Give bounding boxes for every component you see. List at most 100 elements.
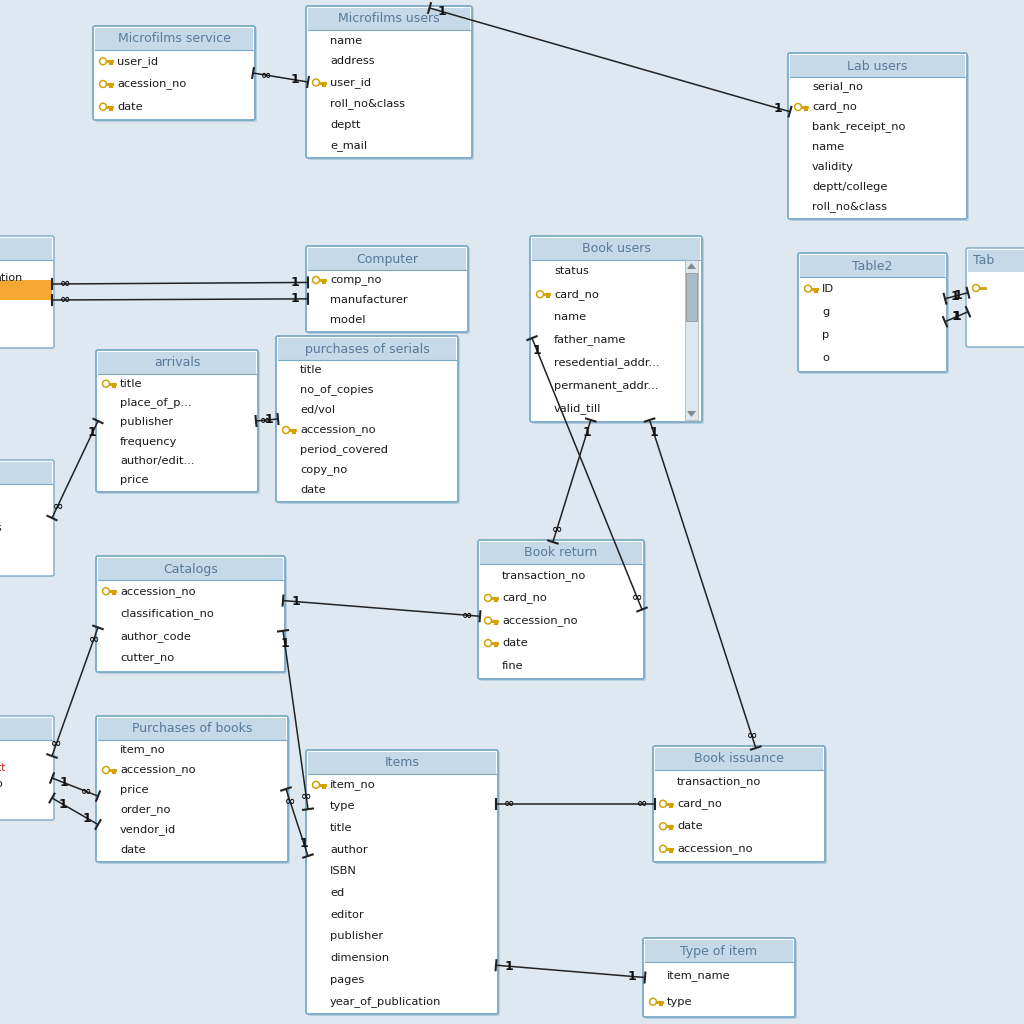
Text: e_mail: e_mail	[330, 140, 368, 151]
Text: pages: pages	[330, 975, 365, 984]
FancyBboxPatch shape	[798, 253, 947, 372]
Text: deptt: deptt	[330, 120, 360, 129]
Text: ∞: ∞	[261, 69, 271, 82]
Text: transaction_no: transaction_no	[677, 776, 762, 786]
Text: Type of item: Type of item	[680, 944, 758, 957]
Text: 1: 1	[281, 637, 289, 650]
Circle shape	[312, 781, 319, 788]
Text: Book users: Book users	[582, 243, 650, 256]
Text: order_no: order_no	[120, 805, 171, 815]
FancyBboxPatch shape	[95, 28, 257, 122]
Text: 1: 1	[291, 293, 299, 305]
Bar	[645, 940, 793, 962]
Text: name: name	[554, 312, 586, 323]
Text: acession_no: acession_no	[117, 79, 186, 89]
Text: copy_no: copy_no	[300, 465, 347, 475]
Circle shape	[486, 618, 490, 623]
Text: user_id: user_id	[330, 77, 371, 88]
Text: accession_no: accession_no	[300, 425, 376, 435]
FancyBboxPatch shape	[306, 750, 498, 1014]
Text: Purchases of books: Purchases of books	[132, 723, 252, 735]
Text: publisher: publisher	[120, 418, 173, 427]
Text: o: o	[0, 779, 2, 790]
Text: ed: ed	[330, 888, 344, 898]
Text: 1: 1	[59, 798, 68, 811]
Circle shape	[796, 105, 800, 109]
Text: card_no: card_no	[812, 101, 857, 113]
Circle shape	[314, 81, 318, 85]
Text: Tab: Tab	[973, 255, 994, 267]
Circle shape	[974, 286, 978, 290]
Text: g: g	[822, 307, 829, 316]
FancyBboxPatch shape	[0, 460, 54, 575]
Text: 1: 1	[291, 74, 300, 86]
Bar	[0, 462, 52, 484]
Text: accession_no: accession_no	[120, 765, 196, 775]
Text: author: author	[330, 845, 368, 855]
Bar	[308, 248, 466, 270]
Text: title: title	[300, 365, 323, 375]
Text: cutter_no: cutter_no	[120, 653, 174, 664]
Circle shape	[973, 285, 980, 292]
Text: item_no: item_no	[330, 779, 376, 791]
Text: author/edit...: author/edit...	[120, 456, 195, 466]
Circle shape	[101, 59, 105, 63]
Bar	[0, 718, 52, 740]
FancyBboxPatch shape	[645, 940, 797, 1019]
Text: title: title	[330, 823, 352, 834]
Circle shape	[314, 782, 318, 786]
Bar	[98, 558, 283, 580]
FancyBboxPatch shape	[98, 558, 287, 674]
Circle shape	[102, 767, 110, 773]
FancyBboxPatch shape	[308, 752, 500, 1016]
Text: 1: 1	[532, 344, 542, 356]
Text: 1: 1	[953, 289, 962, 302]
Text: valid_till: valid_till	[554, 403, 601, 414]
Text: 1: 1	[264, 414, 273, 426]
Circle shape	[659, 845, 667, 852]
Text: date: date	[117, 101, 142, 112]
FancyBboxPatch shape	[790, 55, 969, 221]
Circle shape	[649, 998, 656, 1006]
Text: purchases of serials: purchases of serials	[304, 342, 429, 355]
Circle shape	[102, 588, 110, 595]
Text: title: title	[120, 379, 142, 389]
Text: p: p	[822, 330, 829, 340]
Text: 1: 1	[628, 970, 637, 983]
FancyBboxPatch shape	[532, 238, 705, 424]
Circle shape	[486, 596, 490, 600]
Circle shape	[99, 57, 106, 65]
Text: ∞: ∞	[285, 795, 295, 808]
Text: ed/vol: ed/vol	[300, 406, 335, 415]
Text: 1: 1	[88, 426, 97, 439]
Circle shape	[651, 999, 655, 1004]
Bar	[278, 338, 456, 360]
Text: type: type	[667, 996, 692, 1007]
FancyBboxPatch shape	[98, 352, 260, 494]
Text: Catalogs: Catalogs	[163, 562, 218, 575]
Text: fine: fine	[502, 660, 523, 671]
Circle shape	[314, 278, 318, 282]
Circle shape	[312, 276, 319, 284]
Text: validity: validity	[812, 162, 854, 172]
Text: deptt/college: deptt/college	[812, 182, 888, 193]
Text: 1: 1	[292, 595, 300, 608]
Text: ∞: ∞	[552, 523, 562, 537]
Bar	[790, 55, 965, 77]
Text: Book return: Book return	[524, 547, 598, 559]
Polygon shape	[687, 411, 696, 417]
Text: model: model	[330, 315, 366, 325]
FancyBboxPatch shape	[478, 540, 644, 679]
Text: 1: 1	[773, 101, 782, 115]
Text: Table2: Table2	[852, 259, 893, 272]
Text: ∞: ∞	[637, 798, 647, 811]
Text: frequency: frequency	[120, 436, 177, 446]
Bar	[800, 255, 945, 278]
Text: author_code: author_code	[120, 631, 190, 642]
Bar	[308, 752, 496, 774]
Circle shape	[99, 103, 106, 111]
FancyBboxPatch shape	[308, 8, 474, 160]
FancyBboxPatch shape	[306, 6, 472, 158]
Circle shape	[104, 382, 108, 386]
Bar	[0, 280, 52, 300]
